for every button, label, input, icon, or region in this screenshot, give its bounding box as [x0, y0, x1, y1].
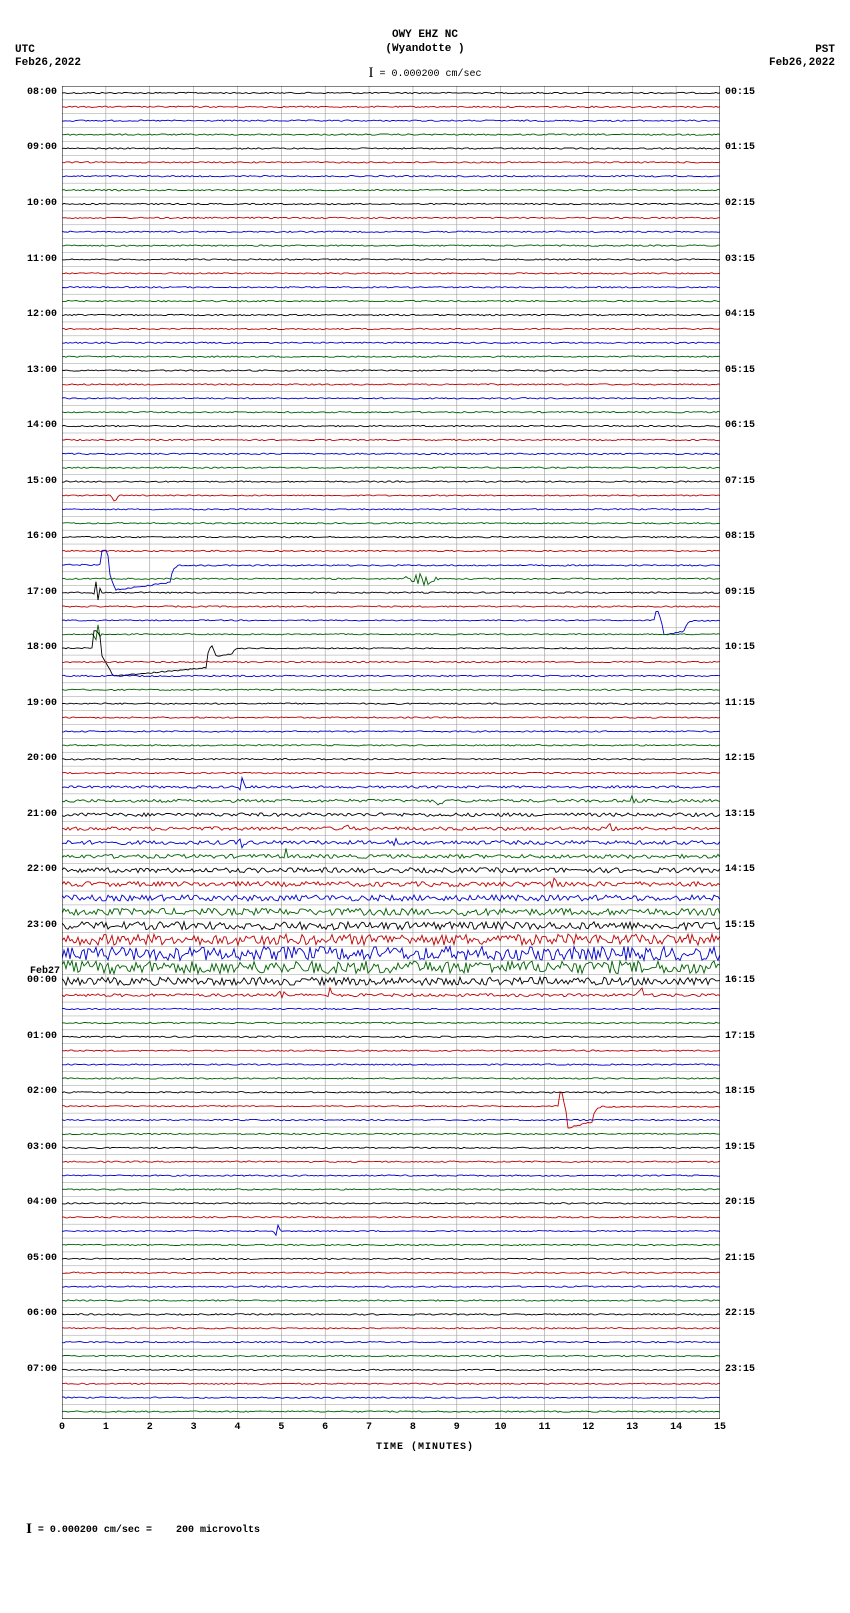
- xaxis-tick: 13: [617, 1422, 647, 1433]
- xaxis-tick: 8: [398, 1422, 428, 1433]
- xaxis-tick: 4: [222, 1422, 252, 1433]
- utc-time-label: 20:00: [2, 753, 57, 764]
- utc-time-label: 06:00: [2, 1308, 57, 1319]
- title-station: OWY EHZ NC: [0, 28, 850, 42]
- xaxis-tick: 12: [573, 1422, 603, 1433]
- seismogram-svg: [62, 86, 720, 1419]
- utc-time-label: 18:00: [2, 642, 57, 653]
- footer-text: = 0.000200 cm/sec = 200 microvolts: [38, 1525, 260, 1536]
- timezone-right: PST: [815, 44, 835, 56]
- pst-time-label: 23:15: [725, 1364, 805, 1375]
- title-location: (Wyandotte ): [0, 42, 850, 56]
- utc-time-label: 22:00: [2, 864, 57, 875]
- xaxis-tick: 1: [91, 1422, 121, 1433]
- pst-time-label: 00:15: [725, 87, 805, 98]
- utc-time-label: 16:00: [2, 531, 57, 542]
- utc-time-label: 19:00: [2, 698, 57, 709]
- utc-time-label: 15:00: [2, 476, 57, 487]
- utc-time-label: 23:00: [2, 920, 57, 931]
- pst-time-label: 16:15: [725, 975, 805, 986]
- chart-title: OWY EHZ NC (Wyandotte ): [0, 28, 850, 57]
- pst-time-label: 06:15: [725, 420, 805, 431]
- utc-time-label: 07:00: [2, 1364, 57, 1375]
- pst-time-label: 14:15: [725, 864, 805, 875]
- pst-time-label: 02:15: [725, 198, 805, 209]
- utc-time-label: 00:00: [2, 975, 57, 986]
- pst-time-label: 22:15: [725, 1308, 805, 1319]
- utc-time-label: 21:00: [2, 809, 57, 820]
- xaxis-tick: 10: [486, 1422, 516, 1433]
- utc-time-label: 08:00: [2, 87, 57, 98]
- timezone-left: UTC: [15, 44, 35, 56]
- utc-time-label: 14:00: [2, 420, 57, 431]
- pst-time-label: 01:15: [725, 142, 805, 153]
- xaxis-tick: 15: [705, 1422, 735, 1433]
- pst-time-label: 20:15: [725, 1197, 805, 1208]
- xaxis-tick: 9: [442, 1422, 472, 1433]
- utc-time-label: 17:00: [2, 587, 57, 598]
- utc-time-label: 11:00: [2, 254, 57, 265]
- pst-time-label: 21:15: [725, 1253, 805, 1264]
- pst-time-label: 15:15: [725, 920, 805, 931]
- utc-time-label: 13:00: [2, 365, 57, 376]
- xaxis-tick: 6: [310, 1422, 340, 1433]
- xaxis-tick: 14: [661, 1422, 691, 1433]
- seismogram-container: OWY EHZ NC (Wyandotte ) UTC PST Feb26,20…: [0, 0, 850, 1613]
- utc-time-label: 12:00: [2, 309, 57, 320]
- xaxis-tick: 2: [135, 1422, 165, 1433]
- pst-time-label: 05:15: [725, 365, 805, 376]
- pst-time-label: 08:15: [725, 531, 805, 542]
- pst-time-label: 07:15: [725, 476, 805, 487]
- utc-time-label: 09:00: [2, 142, 57, 153]
- utc-time-label: 10:00: [2, 198, 57, 209]
- scale-indicator: I = 0.000200 cm/sec: [368, 65, 481, 82]
- pst-time-label: 10:15: [725, 642, 805, 653]
- xaxis-label: TIME (MINUTES): [0, 1442, 850, 1453]
- plot-area: [62, 86, 720, 1419]
- pst-time-label: 11:15: [725, 698, 805, 709]
- pst-time-label: 12:15: [725, 753, 805, 764]
- date-right: Feb26,2022: [769, 57, 835, 69]
- pst-time-label: 03:15: [725, 254, 805, 265]
- utc-time-label: 01:00: [2, 1031, 57, 1042]
- xaxis-tick: 7: [354, 1422, 384, 1433]
- utc-time-label: 02:00: [2, 1086, 57, 1097]
- xaxis-tick: 11: [530, 1422, 560, 1433]
- scale-text: = 0.000200 cm/sec: [379, 69, 481, 80]
- utc-time-label: 05:00: [2, 1253, 57, 1264]
- footer-scale: I = 0.000200 cm/sec = 200 microvolts: [8, 1521, 260, 1538]
- pst-time-label: 13:15: [725, 809, 805, 820]
- pst-time-label: 17:15: [725, 1031, 805, 1042]
- pst-time-label: 09:15: [725, 587, 805, 598]
- utc-time-label: 04:00: [2, 1197, 57, 1208]
- utc-date-label: Feb27: [5, 966, 60, 977]
- xaxis-tick: 3: [179, 1422, 209, 1433]
- date-left: Feb26,2022: [15, 57, 81, 69]
- xaxis-tick: 5: [266, 1422, 296, 1433]
- xaxis-tick: 0: [47, 1422, 77, 1433]
- utc-time-label: 03:00: [2, 1142, 57, 1153]
- pst-time-label: 04:15: [725, 309, 805, 320]
- pst-time-label: 19:15: [725, 1142, 805, 1153]
- pst-time-label: 18:15: [725, 1086, 805, 1097]
